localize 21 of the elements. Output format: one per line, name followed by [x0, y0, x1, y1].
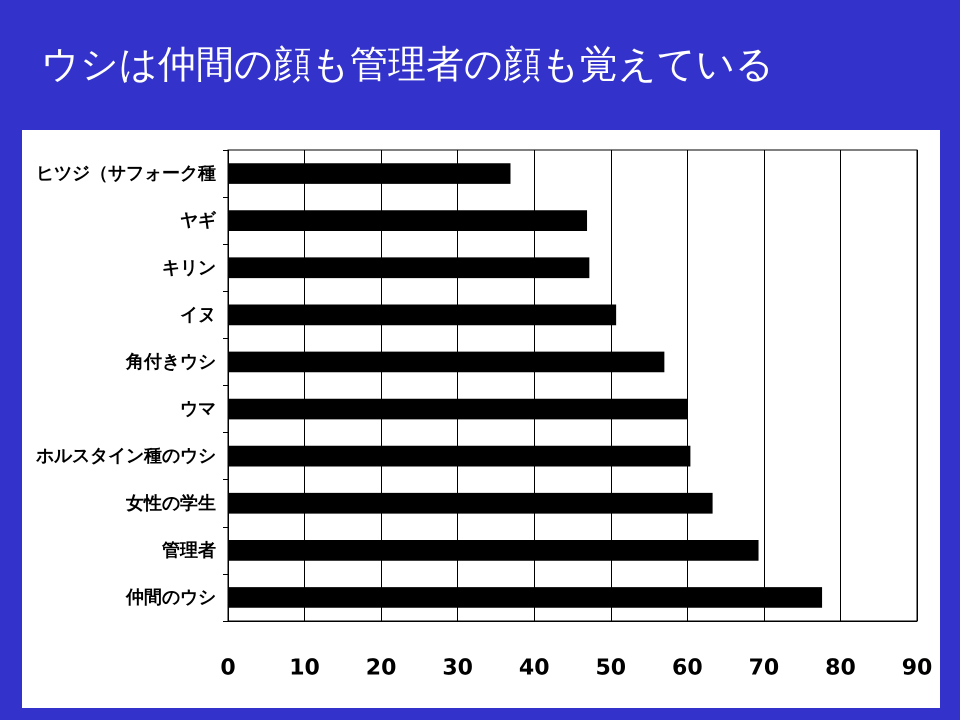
x-tick-label: 80: [825, 656, 856, 680]
x-tick-label: 90: [902, 656, 932, 680]
y-tick-label: ヤギ: [180, 210, 217, 232]
x-tick-label: 40: [518, 656, 550, 680]
chart-title: ウシは仲間の顔も管理者の顔も覚えている: [41, 42, 774, 86]
y-tick-label: キリン: [162, 257, 216, 278]
y-tick-label: ウマ: [180, 398, 216, 420]
x-tick-label: 20: [366, 656, 396, 680]
y-tick-label: ホルスタイン種のウシ: [35, 446, 216, 467]
y-tick-label: 仲間のウシ: [125, 586, 216, 608]
y-tick-label: ヒツジ（サフォーク種: [36, 163, 216, 184]
x-tick-label: 0: [220, 656, 236, 680]
x-tick-label: 10: [289, 656, 320, 680]
y-tick-label: 管理者: [161, 540, 216, 561]
x-tick-label: 60: [672, 656, 703, 680]
x-tick-label: 30: [442, 656, 473, 680]
y-tick-label: 女性の学生: [125, 492, 216, 514]
x-tick-label: 50: [595, 656, 626, 680]
x-tick-label: 70: [748, 656, 780, 680]
y-tick-label: イヌ: [180, 304, 216, 326]
y-tick-label: 角付きウシ: [125, 351, 216, 372]
